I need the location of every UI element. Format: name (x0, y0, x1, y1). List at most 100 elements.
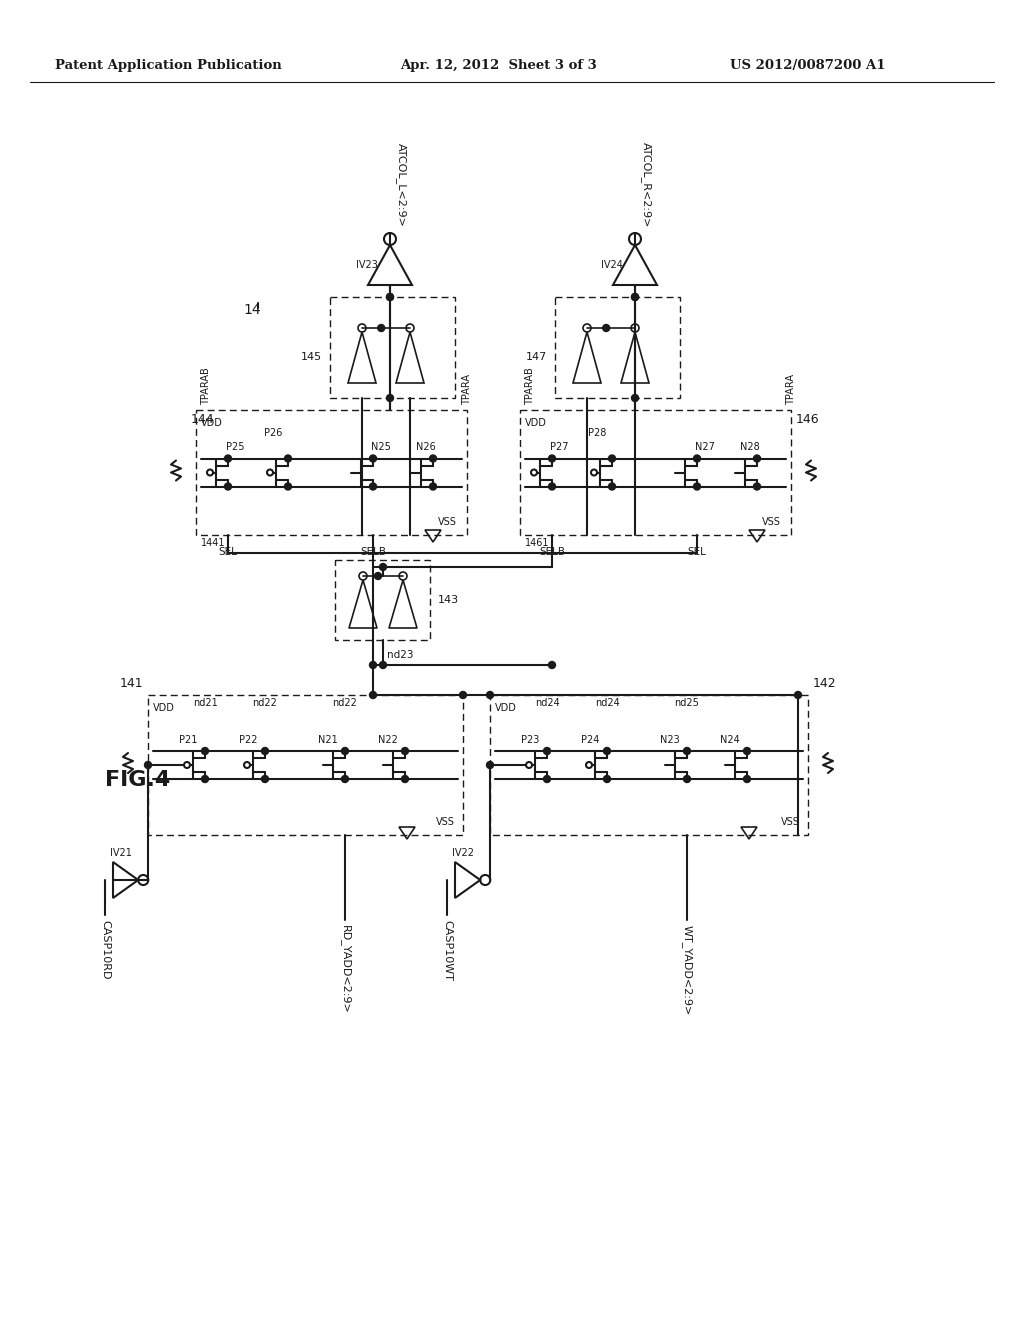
Circle shape (401, 747, 409, 755)
Circle shape (380, 661, 386, 668)
Circle shape (224, 483, 231, 490)
Text: CASP10WT: CASP10WT (442, 920, 452, 981)
Text: SEL: SEL (218, 546, 238, 557)
Text: P25: P25 (226, 442, 245, 453)
Text: IV22: IV22 (452, 847, 474, 858)
Text: 145: 145 (301, 352, 322, 363)
Circle shape (261, 747, 268, 755)
Circle shape (608, 455, 615, 462)
Text: P28: P28 (588, 428, 606, 438)
Text: N23: N23 (660, 735, 680, 744)
Text: nd24: nd24 (595, 698, 620, 708)
Bar (335, 560, 430, 640)
Circle shape (380, 564, 386, 570)
Text: 141: 141 (120, 677, 143, 690)
Circle shape (144, 762, 152, 768)
Text: IV23: IV23 (356, 260, 378, 271)
Text: 14: 14 (243, 304, 261, 317)
Text: TPARA: TPARA (786, 374, 796, 405)
Text: ATCOL_L<2:9>: ATCOL_L<2:9> (396, 143, 407, 227)
Text: N25: N25 (371, 442, 391, 453)
Text: 142: 142 (813, 677, 837, 690)
Circle shape (603, 325, 609, 331)
Circle shape (632, 293, 639, 301)
Circle shape (375, 573, 382, 579)
Circle shape (549, 455, 555, 462)
Circle shape (401, 776, 409, 783)
Text: Apr. 12, 2012  Sheet 3 of 3: Apr. 12, 2012 Sheet 3 of 3 (400, 58, 597, 71)
Circle shape (743, 776, 751, 783)
Text: VSS: VSS (438, 517, 457, 527)
Text: P21: P21 (179, 735, 198, 744)
Text: P23: P23 (521, 735, 540, 744)
Text: VDD: VDD (153, 704, 175, 713)
Circle shape (754, 455, 761, 462)
Text: P26: P26 (264, 428, 283, 438)
Circle shape (261, 776, 268, 783)
Circle shape (370, 692, 377, 698)
Circle shape (224, 455, 231, 462)
Circle shape (683, 747, 690, 755)
Circle shape (544, 747, 551, 755)
Text: WT_YADD<2:9>: WT_YADD<2:9> (682, 925, 692, 1015)
Text: nd22: nd22 (333, 698, 357, 708)
Circle shape (795, 692, 802, 698)
Text: N22: N22 (378, 735, 398, 744)
Text: nd25: nd25 (675, 698, 699, 708)
Text: TPARAB: TPARAB (525, 367, 535, 405)
Text: nd24: nd24 (535, 698, 559, 708)
Text: N27: N27 (695, 442, 715, 453)
Circle shape (386, 395, 393, 401)
Text: 1461: 1461 (525, 539, 550, 548)
Text: SELB: SELB (360, 546, 386, 557)
Circle shape (429, 455, 436, 462)
Text: VSS: VSS (436, 817, 455, 828)
Text: FIG.4: FIG.4 (105, 770, 170, 789)
Text: SEL: SEL (687, 546, 707, 557)
Text: IV21: IV21 (110, 847, 132, 858)
Text: nd22: nd22 (253, 698, 278, 708)
Circle shape (632, 395, 639, 401)
Circle shape (341, 776, 348, 783)
Circle shape (549, 483, 555, 490)
Circle shape (743, 747, 751, 755)
Text: N21: N21 (318, 735, 338, 744)
Circle shape (378, 325, 385, 331)
Circle shape (370, 483, 377, 490)
Text: ATCOL_R<2:9>: ATCOL_R<2:9> (641, 143, 652, 227)
Circle shape (693, 483, 700, 490)
Bar (555, 297, 680, 399)
Circle shape (370, 455, 377, 462)
Text: 147: 147 (525, 352, 547, 363)
Circle shape (632, 293, 639, 301)
Circle shape (544, 776, 551, 783)
Circle shape (603, 747, 610, 755)
Text: 144: 144 (191, 413, 215, 426)
Text: IV24: IV24 (601, 260, 623, 271)
Circle shape (285, 455, 292, 462)
Circle shape (386, 293, 393, 301)
Circle shape (549, 661, 555, 668)
Circle shape (341, 747, 348, 755)
Circle shape (608, 483, 615, 490)
Circle shape (693, 455, 700, 462)
Text: P24: P24 (581, 735, 599, 744)
Text: VSS: VSS (781, 817, 800, 828)
Text: TPARA: TPARA (462, 374, 472, 405)
Bar (330, 297, 455, 399)
Circle shape (683, 776, 690, 783)
Text: CASP10RD: CASP10RD (100, 920, 110, 979)
Text: 143: 143 (438, 595, 459, 605)
Text: P22: P22 (239, 735, 257, 744)
Text: N24: N24 (720, 735, 740, 744)
Circle shape (202, 776, 209, 783)
Circle shape (603, 776, 610, 783)
Circle shape (486, 692, 494, 698)
Text: 1441: 1441 (201, 539, 225, 548)
Text: 146: 146 (796, 413, 819, 426)
Text: VDD: VDD (525, 418, 547, 428)
Bar (490, 696, 808, 836)
Text: N26: N26 (416, 442, 436, 453)
Bar (148, 696, 463, 836)
Text: VDD: VDD (495, 704, 517, 713)
